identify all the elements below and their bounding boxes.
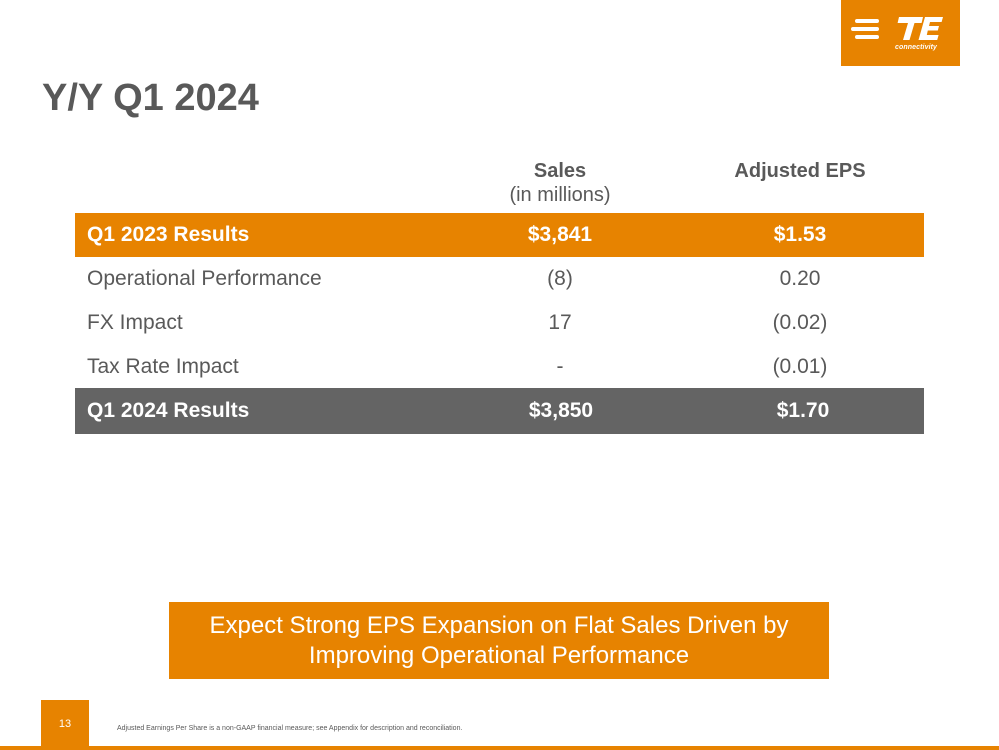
page-number: 13	[41, 700, 89, 748]
page-title: Y/Y Q1 2024	[42, 77, 259, 119]
row-sales-value: 17	[548, 311, 572, 334]
table-row-tax-rate-impact: Tax Rate Impact - (0.01)	[75, 345, 924, 389]
footer-divider	[0, 746, 999, 750]
row-eps-value: $1.53	[773, 223, 827, 246]
row-label: Tax Rate Impact	[87, 355, 239, 378]
row-sales-value: $3,850	[528, 399, 594, 422]
callout-line-2: Improving Operational Performance	[308, 641, 690, 669]
row-sales-value: $3,841	[527, 223, 593, 246]
row-label: FX Impact	[87, 311, 183, 334]
row-sales-value: (8)	[547, 267, 573, 290]
table-row-q1-2024-results: Q1 2024 Results $3,850 $1.70	[75, 388, 924, 434]
te-logo-mark	[851, 17, 943, 40]
row-label: Q1 2023 Results	[87, 223, 250, 246]
row-label: Operational Performance	[87, 267, 322, 290]
eps-column-header: Adjusted EPS	[720, 159, 880, 183]
row-eps-value: $1.70	[776, 399, 830, 422]
callout-box: Expect Strong EPS Expansion on Flat Sale…	[169, 602, 829, 679]
row-label: Q1 2024 Results	[87, 399, 250, 422]
eps-header-label: Adjusted EPS	[734, 160, 866, 182]
sales-header-unit: (in millions)	[509, 184, 611, 206]
table-row-q1-2023-results: Q1 2023 Results $3,841 $1.53	[75, 213, 924, 257]
table-row-fx-impact: FX Impact 17 (0.02)	[75, 301, 924, 345]
te-connectivity-logo: connectivity	[841, 0, 960, 66]
row-eps-value: (0.02)	[772, 311, 828, 334]
sales-column-header: Sales (in millions)	[480, 159, 640, 207]
logo-wordmark: connectivity	[895, 44, 938, 51]
row-sales-value: -	[556, 355, 564, 378]
sales-header-label: Sales	[533, 160, 587, 182]
row-eps-value: (0.01)	[772, 355, 828, 378]
callout-line-1: Expect Strong EPS Expansion on Flat Sale…	[209, 611, 789, 639]
table-row-operational-performance: Operational Performance (8) 0.20	[75, 257, 924, 301]
footnote: Adjusted Earnings Per Share is a non-GAA…	[117, 725, 463, 732]
row-eps-value: 0.20	[779, 267, 821, 290]
